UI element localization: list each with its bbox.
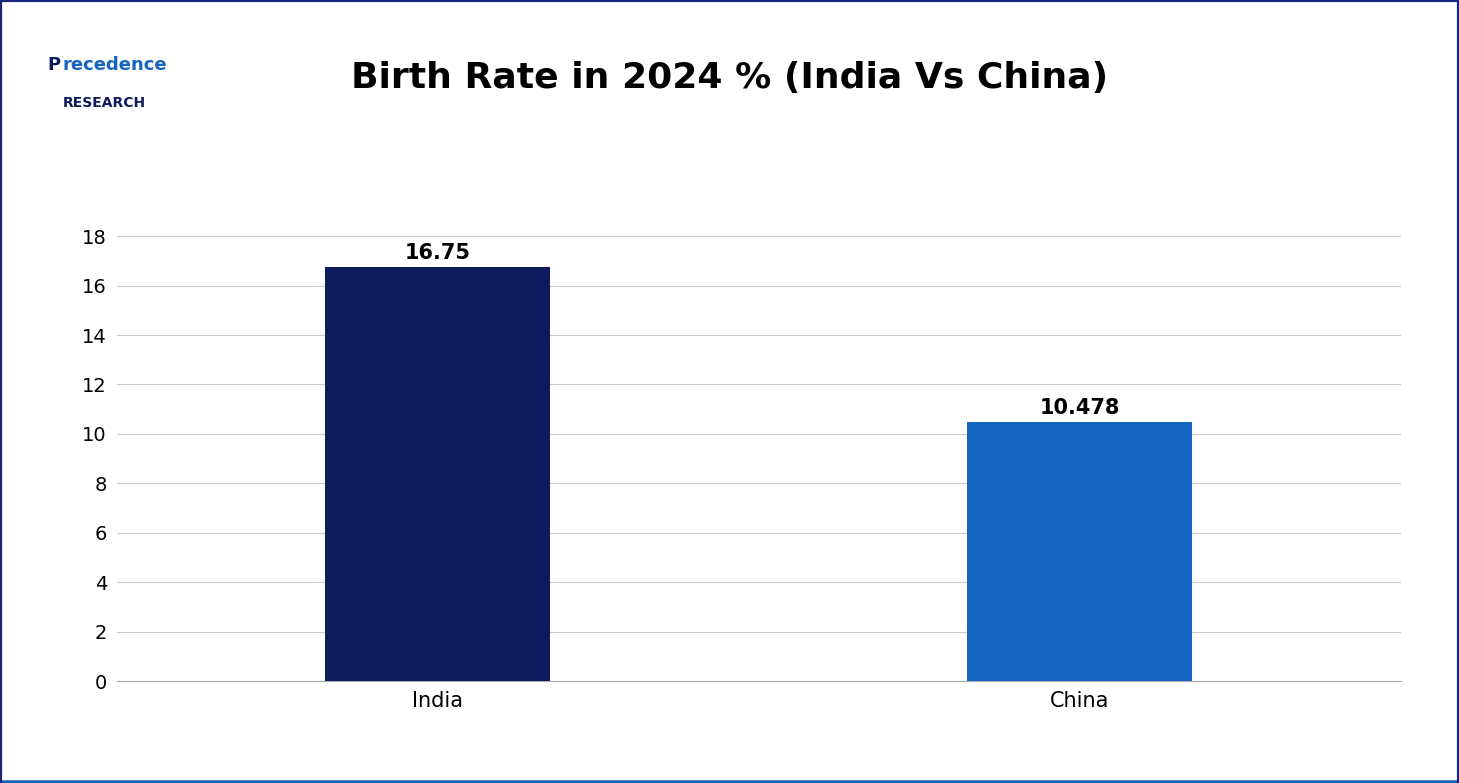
Text: RESEARCH: RESEARCH	[63, 96, 146, 110]
Bar	[325, 267, 550, 681]
Legend: Share of Birthrates in 2024 (per 1000 people): India vs China: Share of Birthrates in 2024 (per 1000 pe…	[458, 775, 1059, 783]
Text: 10.478: 10.478	[1039, 399, 1121, 418]
Text: P: P	[48, 56, 60, 74]
Text: Birth Rate in 2024 % (India Vs China): Birth Rate in 2024 % (India Vs China)	[352, 60, 1107, 95]
Text: 16.75: 16.75	[404, 244, 471, 263]
Text: recedence: recedence	[63, 56, 168, 74]
Bar	[967, 422, 1192, 681]
